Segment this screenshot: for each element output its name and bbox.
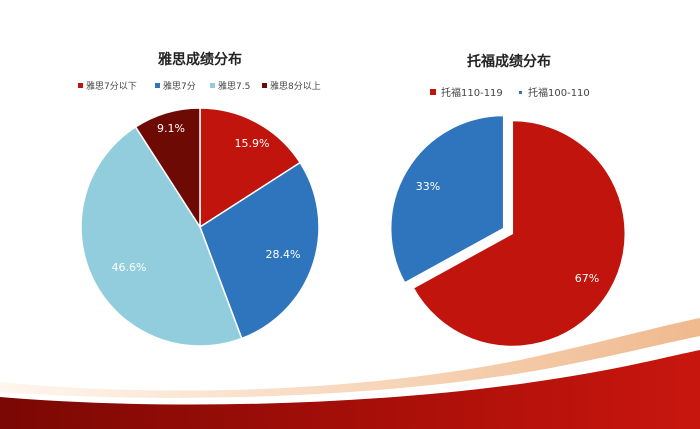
legend-item-ielts-8-above: 雅思8分以上 xyxy=(262,80,321,92)
legend-item-ielts-7-5: 雅思7.5 xyxy=(210,80,250,92)
legend-swatch-toefl-110-119 xyxy=(430,89,436,95)
pie-slice-toefl-110-119 xyxy=(412,119,627,348)
legend-item-toefl-100-110: 托福100-110 xyxy=(519,86,590,99)
data-label-ielts-7: 28.4% xyxy=(266,248,301,261)
data-label-ielts-below-7: 15.9% xyxy=(235,137,270,150)
pie-slice-ielts-8-above xyxy=(134,107,201,230)
legend-swatch-ielts-8-above xyxy=(262,83,267,88)
ielts-data-labels: 15.9% 28.4% 46.6% 9.1% xyxy=(112,122,301,274)
pie-slice-ielts-7-5 xyxy=(80,125,243,347)
legend-label-ielts-7-5: 雅思7.5 xyxy=(218,80,250,92)
data-label-toefl-100-110: 33% xyxy=(416,180,440,193)
legend-swatch-ielts-7 xyxy=(155,83,160,88)
wave-red-band xyxy=(0,350,700,429)
legend-item-ielts-7: 雅思7分 xyxy=(155,80,196,92)
legend-label-toefl-110-119: 托福110-119 xyxy=(441,86,503,99)
legend-swatch-ielts-7-5 xyxy=(210,83,215,88)
toefl-legend: 托福110-119 托福100-110 xyxy=(430,86,590,99)
pie-slice-ielts-below-7 xyxy=(199,107,302,229)
decorative-wave xyxy=(0,318,700,429)
legend-item-ielts-below-7: 雅思7分以下 xyxy=(78,80,137,92)
pie-slice-toefl-100-110 xyxy=(390,114,505,284)
ielts-chart-title: 雅思成绩分布 xyxy=(158,51,242,68)
data-label-toefl-110-119: 67% xyxy=(575,272,599,285)
legend-label-ielts-below-7: 雅思7分以下 xyxy=(86,80,137,92)
legend-item-toefl-110-119: 托福110-119 xyxy=(430,86,503,99)
data-label-ielts-7-5: 46.6% xyxy=(112,261,147,274)
ielts-pie-chart: 雅思成绩分布 雅思7分以下 雅思7分 雅思7.5 雅思8分以上 15.9% 28… xyxy=(78,51,321,347)
legend-label-ielts-8-above: 雅思8分以上 xyxy=(270,80,321,92)
legend-label-toefl-100-110: 托福100-110 xyxy=(528,86,590,99)
ielts-legend: 雅思7分以下 雅思7分 雅思7.5 雅思8分以上 xyxy=(78,80,321,92)
ielts-pie-slices xyxy=(80,107,320,347)
data-label-ielts-8-above: 9.1% xyxy=(157,122,185,135)
pie-slice-ielts-7 xyxy=(199,161,320,340)
legend-label-ielts-7: 雅思7分 xyxy=(163,80,196,92)
toefl-chart-title: 托福成绩分布 xyxy=(467,53,551,70)
legend-swatch-toefl-100-110 xyxy=(519,91,522,94)
toefl-pie-chart: 托福成绩分布 托福110-119 托福100-110 67% 33% xyxy=(390,53,627,348)
toefl-pie-slices xyxy=(390,114,627,348)
toefl-data-labels: 67% 33% xyxy=(416,180,599,285)
legend-swatch-ielts-below-7 xyxy=(78,83,83,88)
